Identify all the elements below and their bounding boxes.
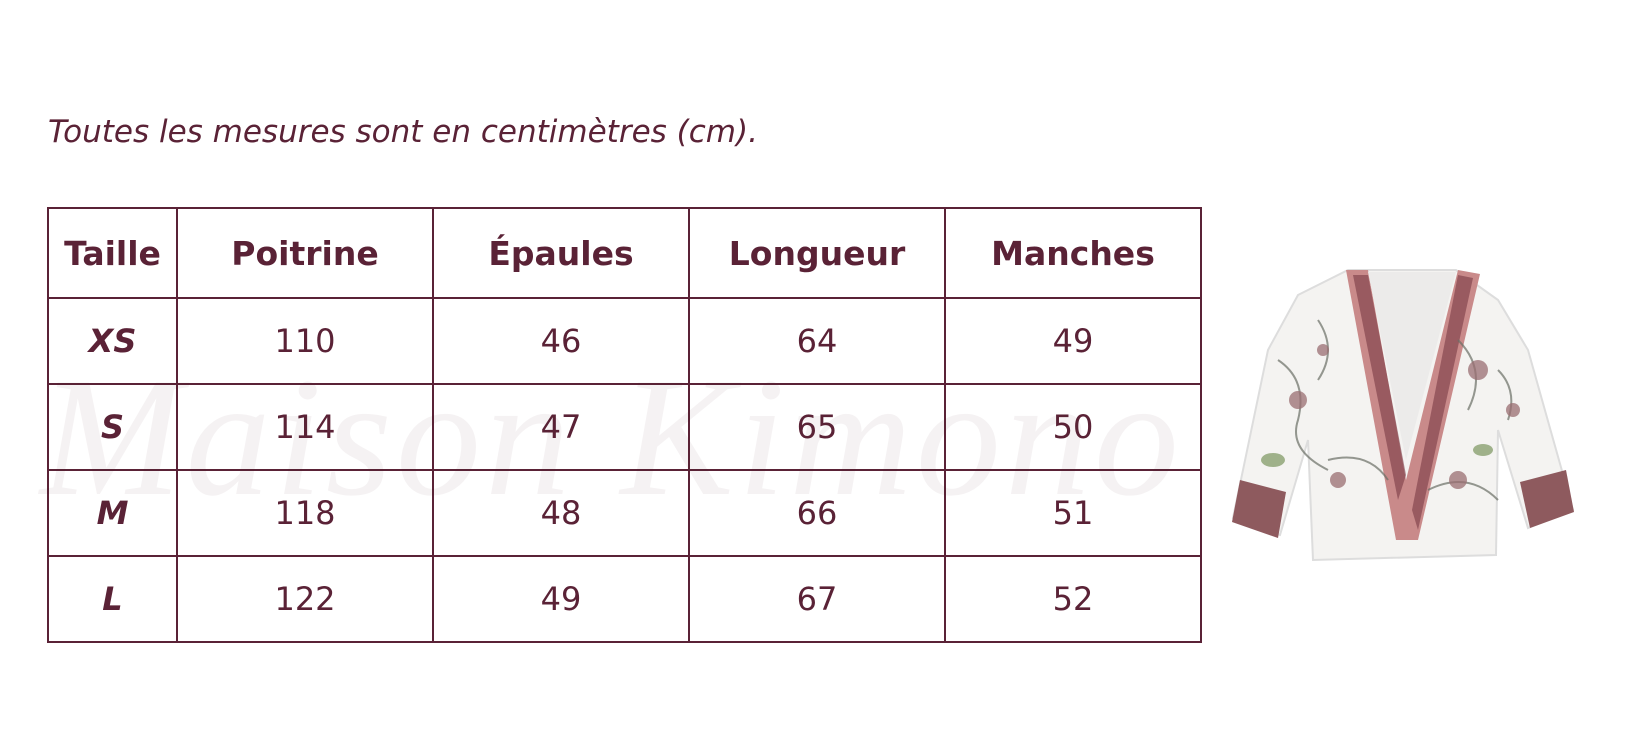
measure-cell: 46 [432, 297, 690, 385]
measure-cell: 50 [944, 383, 1202, 471]
measure-cell: 64 [688, 297, 946, 385]
size-table: Taille Poitrine Épaules Longueur Manches XS 1… [47, 207, 1202, 643]
header-row: Taille Poitrine Épaules Longueur Manches [47, 207, 1202, 299]
measure-cell: 49 [432, 555, 690, 643]
table-wrap: Taille Poitrine Épaules Longueur Manches XS 1… [47, 207, 1202, 643]
measure-cell: 52 [944, 555, 1202, 643]
measure-cell: 49 [944, 297, 1202, 385]
measure-cell: 66 [688, 469, 946, 557]
measure-cell: 65 [688, 383, 946, 471]
caption: Toutes les mesures sont en centimètres (… [48, 114, 758, 150]
size-cell: XS [47, 297, 178, 385]
header-cell: Poitrine [176, 207, 434, 299]
measure-cell: 51 [944, 469, 1202, 557]
header-cell: Taille [47, 207, 178, 299]
size-cell: M [47, 469, 178, 557]
table-row: XS 110 46 64 49 [47, 297, 1202, 385]
measure-cell: 47 [432, 383, 690, 471]
table-row: M 118 48 66 51 [47, 469, 1202, 557]
measure-cell: 114 [176, 383, 434, 471]
measure-cell: 67 [688, 555, 946, 643]
table-row: L 122 49 67 52 [47, 555, 1202, 643]
size-cell: L [47, 555, 178, 643]
header-cell: Manches [944, 207, 1202, 299]
measure-cell: 122 [176, 555, 434, 643]
size-cell: S [47, 383, 178, 471]
header-cell: Longueur [688, 207, 946, 299]
measure-cell: 110 [176, 297, 434, 385]
measure-cell: 118 [176, 469, 434, 557]
measure-cell: 48 [432, 469, 690, 557]
kimono-image [1231, 269, 1575, 562]
header-cell: Épaules [432, 207, 690, 299]
table-row: S 114 47 65 50 [47, 383, 1202, 471]
